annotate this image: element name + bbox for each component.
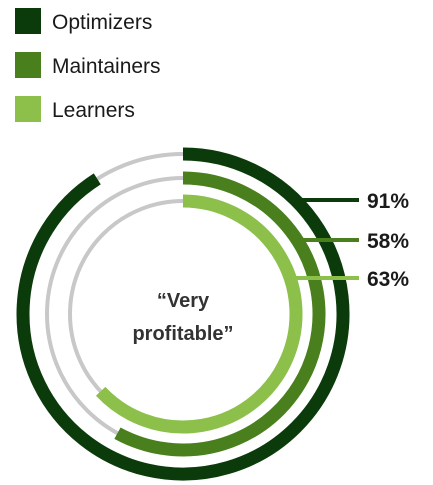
arc-maintainers (114, 171, 326, 457)
legend-swatch-maintainers (15, 52, 41, 78)
legend: Optimizers Maintainers Learners (15, 8, 161, 122)
value-label-maintainers: 58% (367, 230, 409, 253)
legend-swatch-learners (15, 96, 41, 122)
value-label-optimizers: 91% (367, 190, 409, 213)
legend-label-learners: Learners (52, 99, 135, 122)
leader-lines (290, 198, 359, 280)
arc-optimizers (16, 147, 350, 481)
value-label-learners: 63% (367, 268, 409, 291)
legend-label-maintainers: Maintainers (52, 55, 161, 78)
center-label-line-2: profitable” (132, 323, 233, 345)
legend-label-optimizers: Optimizers (52, 11, 152, 34)
center-label-line-1: “Very (157, 290, 210, 312)
legend-swatch-optimizers (15, 8, 41, 34)
value-labels: 91% 58% 63% (367, 190, 409, 291)
arc-learners (95, 194, 303, 434)
ring-arcs (16, 147, 350, 481)
